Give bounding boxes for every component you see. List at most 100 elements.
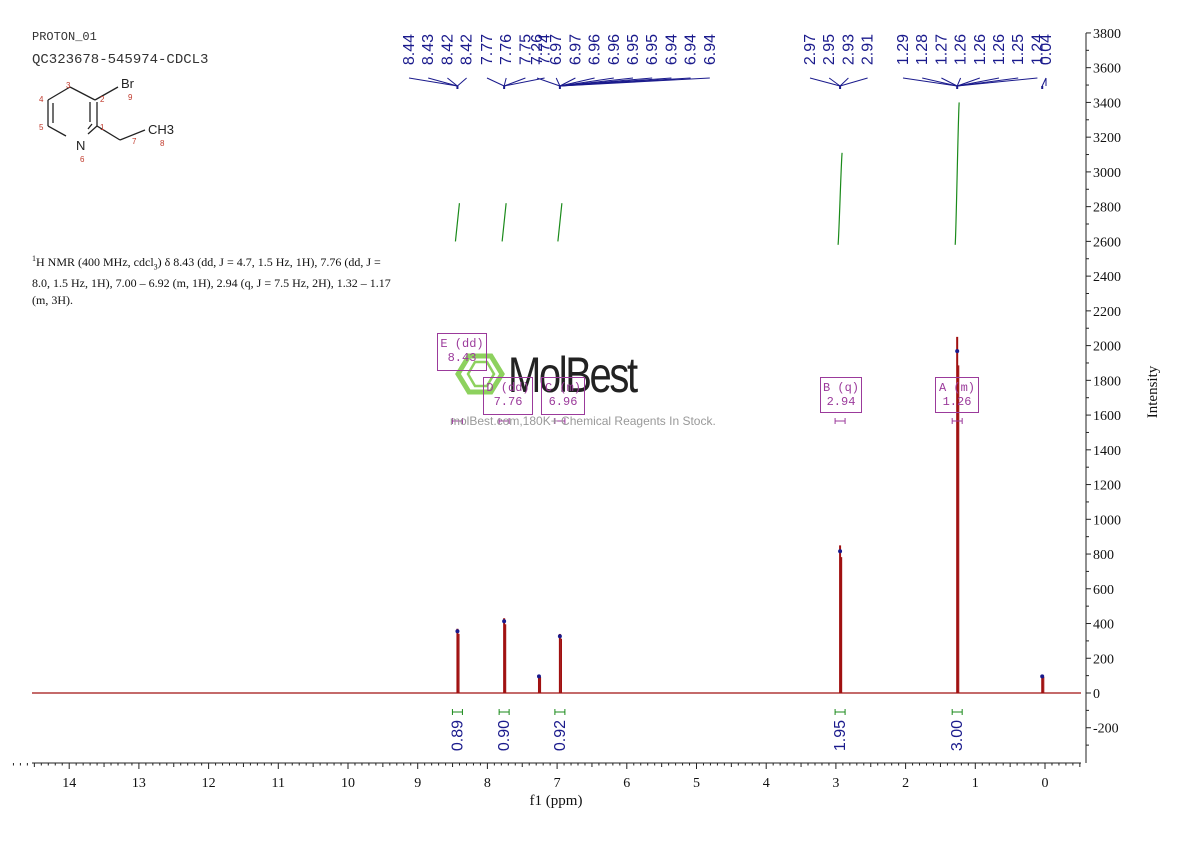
peak-label: 8.42 [439,34,456,65]
peak-marker [1040,674,1045,679]
peak-connector [408,77,458,87]
multiplet-header: E (dd) [440,337,484,351]
watermark-tagline: molBest.com,180K+ Chemical Reagents In S… [450,414,716,428]
peak-labels: 8.44 8.43 8.42 8.42 7.77 7.76 7.75 7.747.26 6.97… [401,34,1055,89]
atom-label-8: 8 [160,139,165,148]
multiplet-box: A (m) 1.26 [935,377,979,413]
peak-label: 6.95 [644,34,661,65]
integral-labels: 0.89 0.90 0.92 1.95 3.00 [449,709,966,751]
peak-label: 0.04 [1038,34,1055,65]
multiplet-value: 1.26 [942,395,972,409]
peak-marker [455,629,460,634]
y-tick-label: 2000 [1093,340,1121,355]
peak-label: 6.96 [606,34,623,65]
peak-connector [555,77,561,87]
atom-label-2: 2 [100,95,105,104]
peak-connector [957,77,1038,87]
bond-lines [47,86,146,141]
y-tick-label: 2400 [1093,270,1121,285]
peak-label: 1.26 [991,34,1008,65]
peak-label: 8.42 [459,34,476,65]
y-axis-title: Intensity [1145,365,1161,418]
experiment-id: PROTON_01 [32,30,97,44]
atom-label-1: 1 [100,123,105,132]
peak-connector [902,77,958,87]
multiplet-header: A (m) [938,381,975,395]
peak-label: 1.24 [1029,34,1046,65]
description-isotope: 1 [32,254,36,263]
multiplet-value: 2.94 [826,395,856,409]
peak-connector [457,77,467,87]
peak-label: 1.26 [953,34,970,65]
multiplet-value: 7.76 [493,395,523,409]
integral-curve [954,102,960,245]
x-tick-label: 9 [414,776,421,791]
peak-label: 7.74 [537,34,554,65]
x-axis: 14 13 12 11 10 9 8 7 6 5 4 3 2 1 0 [12,762,1081,791]
peak-label: 6.94 [663,34,680,65]
y-tick-label: 600 [1093,583,1114,598]
description-text-b: ) δ 8.43 (dd, J = 4.7, 1.5 Hz, 1H), 7.76… [32,255,391,308]
peak-label: 6.95 [625,34,642,65]
y-tick-label: 800 [1093,548,1114,563]
sample-name: QC323678-545974-CDCL3 [32,52,209,68]
description-subscript: 3 [153,262,158,272]
peak-connector [828,77,841,87]
multiplet-header: B (q) [822,381,859,395]
x-tick-label: 8 [484,776,491,791]
integral-value: 0.92 [552,720,569,751]
spectrum [32,336,1081,694]
y-tick-label: 1400 [1093,444,1121,459]
multiplet-markers [451,418,963,424]
y-tick-label: 2600 [1093,235,1121,250]
multiplet-header: D (dd) [486,381,530,395]
x-tick-label: 4 [763,776,770,791]
x-tick-label: 2 [902,776,909,791]
peak-connector [559,77,576,87]
y-tick-label: 3600 [1093,62,1121,77]
x-tick-label: 0 [1042,776,1049,791]
peak-label: 2.97 [802,34,819,65]
multiplet-box: B (q) 2.94 [820,377,862,413]
watermark-brand: MolBest [508,347,638,403]
peak-connector [809,77,841,87]
hexagon-inner-icon [466,360,496,388]
x-tick-label: 14 [62,776,76,791]
peak-connector [447,77,458,87]
x-tick-label: 3 [832,776,839,791]
peak-marker [955,349,960,354]
integral-curve [501,203,507,242]
peak-label: 6.94 [683,34,700,65]
multiplet-value: 6.96 [548,395,578,409]
atom-label-n: N [76,138,85,153]
y-tick-label: 3200 [1093,131,1121,146]
peak-connector [536,77,561,87]
y-tick-label: 200 [1093,652,1114,667]
y-tick-label: 1200 [1093,479,1121,494]
atom-label-5: 5 [39,123,44,132]
atom-label-6: 6 [80,155,85,164]
peak-connector [428,77,458,87]
x-tick-label: 13 [132,776,146,791]
peak-marker [838,549,843,554]
peak-connector [922,77,958,87]
y-tick-label: -200 [1093,722,1119,737]
peak-label: 1.27 [933,34,950,65]
integral-value: 3.00 [949,720,966,751]
peak-connector [956,77,962,87]
peak-label: 1.28 [914,34,931,65]
peak-marker [557,634,562,639]
integral-curve [557,203,563,242]
peak-connector [503,77,507,87]
y-tick-label: 0 [1093,687,1100,702]
y-tick-label: 1800 [1093,374,1121,389]
hexagon-logo-icon [455,353,505,395]
integral-curve [837,152,843,245]
peak-connector [559,77,710,87]
peak-connector [839,77,849,87]
peak-marker [536,674,541,679]
x-axis-title: f1 (ppm) [530,793,583,809]
y-tick-label: 1600 [1093,409,1121,424]
